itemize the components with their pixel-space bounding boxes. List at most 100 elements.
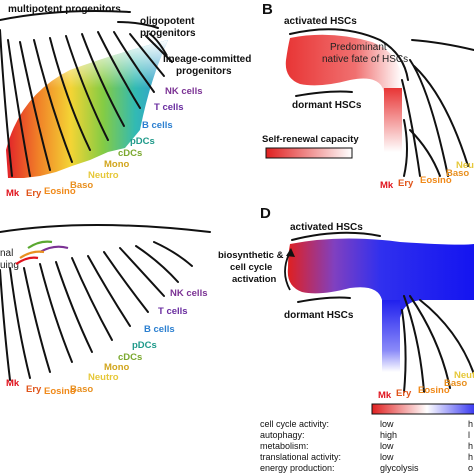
table-row-dormant: low <box>380 419 394 429</box>
panel-b-label-mk: Mk <box>380 180 394 191</box>
panel-c-line-cdc <box>87 255 131 327</box>
panel-c: nal uing NK cells T cells B cells pDCs c… <box>0 224 211 397</box>
lineage-line-mk <box>0 29 13 177</box>
panel-d-dormant-arc <box>297 296 351 303</box>
panel-b-line-4 <box>401 79 421 177</box>
panel-b-fate-label-2: native fate of HSCs <box>322 54 408 65</box>
panel-d-line-2 <box>403 295 425 393</box>
multipotent-bracket <box>0 10 131 21</box>
oligopotent-label: oligopotent <box>140 16 195 27</box>
panel-c-label-mk: Mk <box>6 378 20 389</box>
panel-d-table-bar <box>371 403 474 415</box>
table-row-activated: l <box>468 430 470 440</box>
panel-b-line-1 <box>411 39 474 51</box>
table-row-activated: h <box>468 419 473 429</box>
table-row-property: cell cycle activity: <box>260 419 329 429</box>
oligopotent-bracket <box>117 21 159 29</box>
label-eosino: Eosino <box>44 186 76 197</box>
table-row-property: energy production: <box>260 463 335 473</box>
panel-c-line-b <box>119 247 165 297</box>
panel-d-stem-fill <box>382 300 400 372</box>
panel-d-label-eosino: Eosino <box>418 385 450 396</box>
table-row-dormant: glycolysis <box>380 463 419 473</box>
panel-c-line-pdc <box>103 251 149 313</box>
panel-d-activation-label: biosynthetic & <box>218 250 284 261</box>
lineage-line-baso <box>33 39 73 163</box>
panel-d-activation-label-2: cell cycle <box>230 262 272 273</box>
panel-c-line-nk <box>153 241 193 267</box>
panel-b: B activated HSCs Predominant native fate… <box>262 1 474 191</box>
panel-c-line-t <box>135 245 179 283</box>
lineage-line-ery <box>7 39 31 177</box>
panel-c-label-eosino: Eosino <box>44 386 76 397</box>
panel-b-label-baso: Baso <box>446 168 469 179</box>
panel-d-label-baso: Baso <box>444 378 467 389</box>
label-b-cells: B cells <box>142 120 173 131</box>
multipotent-label: multipotent progenitors <box>8 4 121 15</box>
lineage-bracket <box>149 33 167 55</box>
label-pdcs: pDCs <box>130 136 155 147</box>
table-row-activated: o <box>468 463 473 473</box>
panel-d-label-neutro: Neutro <box>454 370 474 381</box>
panel-c-line-neutro <box>55 261 93 353</box>
panel-d-hsc-shape <box>287 238 474 370</box>
label-mono: Mono <box>104 159 130 170</box>
label-nk-cells: NK cells <box>165 86 203 97</box>
lineage-line-mono <box>65 35 109 141</box>
panel-c-label-nk: NK cells <box>170 288 208 299</box>
panel-c-partial-1: nal <box>0 248 13 259</box>
panel-b-letter: B <box>262 1 273 18</box>
panel-b-fate-label: Predominant <box>330 42 387 53</box>
panel-c-arc-green <box>27 240 53 249</box>
self-renewal-label: Self-renewal capacity <box>262 134 359 145</box>
lineage-line-nk <box>145 35 173 63</box>
lineage-line-eosino <box>19 41 51 171</box>
panel-b-stem-fill <box>384 88 402 152</box>
panel-a-fade <box>6 40 168 178</box>
panel-c-arc-orange <box>19 250 45 259</box>
panel-c-label-ery: Ery <box>26 384 42 395</box>
panel-d-table: cell cycle activity: low h autophagy: hi… <box>260 419 473 473</box>
panel-d-line-3 <box>409 295 451 389</box>
panel-c-partial-2: uing <box>0 260 19 271</box>
panel-d-activation-label-3: activation <box>232 274 277 285</box>
panel-b-hsc-shape <box>285 34 402 150</box>
panel-d-label-ery: Ery <box>396 388 412 399</box>
oligopotent-label-2: progenitors <box>140 28 196 39</box>
panel-d: D activated HSCs biosynthetic & cell cyc… <box>218 205 474 473</box>
panel-a: multipotent progenitors oligopotent prog… <box>0 4 251 199</box>
lineage-line-pdc <box>97 31 141 109</box>
label-ery: Ery <box>26 188 42 199</box>
self-renewal-bar <box>265 147 353 159</box>
panel-c-label-b: B cells <box>144 324 175 335</box>
lineage-line-t <box>129 33 165 77</box>
panel-d-dormant-label: dormant HSCs <box>284 310 354 321</box>
panel-b-label-eosino: Eosino <box>420 175 452 186</box>
panel-c-line-baso <box>39 263 73 363</box>
panel-d-activated-arc <box>291 231 381 241</box>
panel-c-label-t: T cells <box>158 306 188 317</box>
table-row-dormant: high <box>380 430 397 440</box>
lineage-label: lineage-committed <box>163 54 251 65</box>
panel-b-activated-label: activated HSCs <box>284 16 357 27</box>
table-row-property: autophagy: <box>260 430 305 440</box>
panel-d-arrow-head <box>286 248 295 257</box>
panel-b-line-6 <box>409 129 441 177</box>
panel-b-line-2 <box>409 59 449 177</box>
label-cdcs: cDCs <box>118 148 142 159</box>
panel-c-line-mono <box>71 257 113 341</box>
panel-d-letter: D <box>260 205 271 222</box>
panel-d-label-mk: Mk <box>378 390 392 401</box>
label-t-cells: T cells <box>154 102 184 113</box>
panel-c-line-ery <box>9 267 31 379</box>
panel-c-label-baso: Baso <box>70 384 93 395</box>
panel-b-line-5 <box>403 119 408 177</box>
lineage-line-b <box>113 31 155 93</box>
panel-c-label-pdc: pDCs <box>132 340 157 351</box>
panel-c-line-mk <box>0 269 11 381</box>
panel-c-label-mono: Mono <box>104 362 130 373</box>
lineage-line-neutro <box>49 37 91 151</box>
table-row-dormant: low <box>380 441 394 451</box>
lineage-label-2: progenitors <box>176 66 232 77</box>
